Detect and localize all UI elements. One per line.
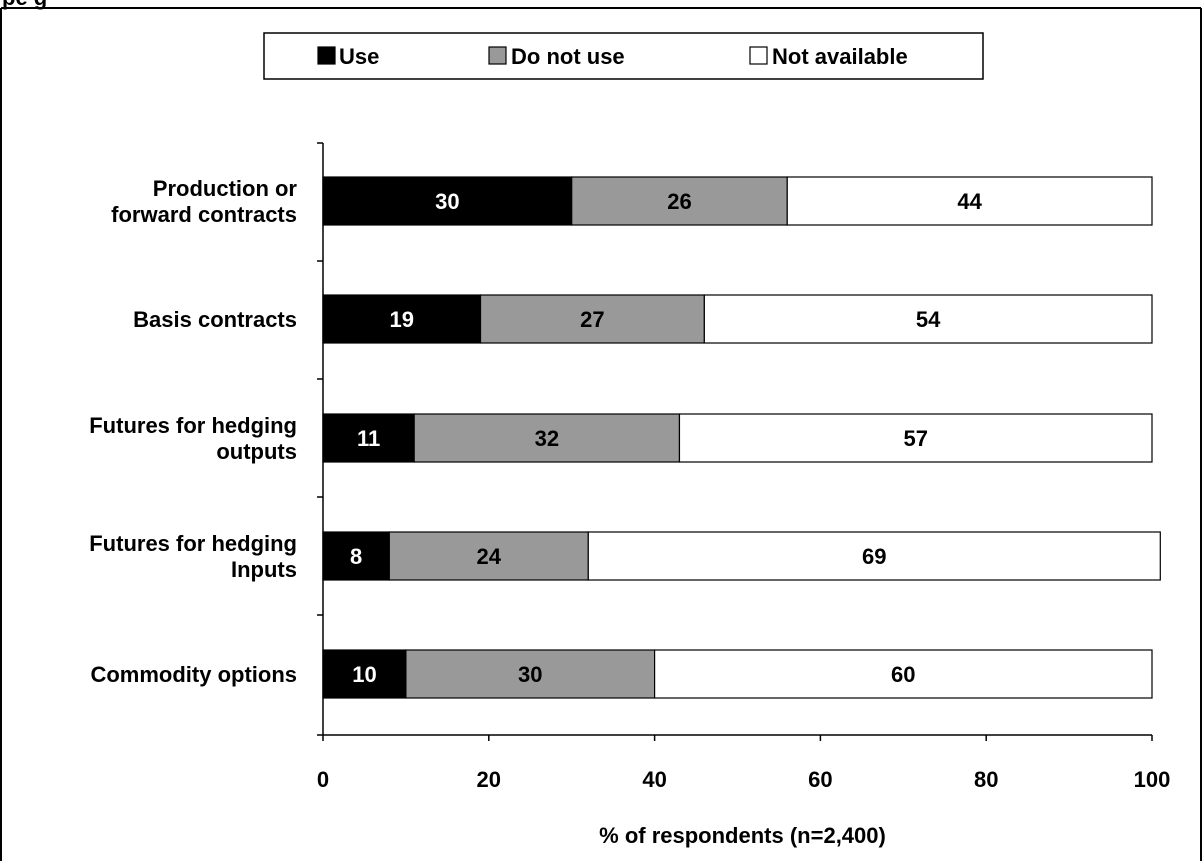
legend-label-not-available: Not available: [772, 44, 908, 69]
bar-use: [322, 649, 407, 699]
bar-not-available-label: 69: [862, 544, 886, 569]
bar-use: [322, 294, 482, 344]
bar-use-label: 19: [390, 307, 414, 332]
category-label: outputs: [216, 439, 297, 464]
legend-box: [263, 32, 984, 80]
x-tick-label: 40: [642, 767, 666, 792]
bar-do-not-use: [571, 176, 788, 226]
x-tick-label: 20: [477, 767, 501, 792]
bar-use-label: 30: [435, 189, 459, 214]
bar-use-label: 11: [357, 426, 380, 451]
bar-use-label: 8: [350, 544, 362, 569]
bar-do-not-use: [405, 649, 656, 699]
legend-swatch-use: [317, 46, 336, 65]
bar-not-available-label: 60: [891, 662, 915, 687]
bar-not-available-label: 57: [903, 426, 927, 451]
category-label: Futures for hedging: [89, 413, 297, 438]
bar-do-not-use: [413, 413, 681, 463]
bar-not-available: [653, 649, 1153, 699]
x-tick-label: 100: [1134, 767, 1171, 792]
bar-use-label: 10: [352, 662, 376, 687]
bar-not-available-label: 54: [916, 307, 941, 332]
legend-swatch-not-available: [749, 46, 768, 65]
category-label: Production or: [153, 176, 298, 201]
bar-do-not-use: [388, 531, 589, 581]
category-label: Inputs: [231, 557, 297, 582]
bar-do-not-use-label: 24: [477, 544, 502, 569]
legend-swatch-do-not-use: [488, 46, 507, 65]
bar-do-not-use-label: 30: [518, 662, 542, 687]
chart-title-fragment: pe g: [2, 0, 47, 11]
bar-do-not-use-label: 32: [535, 426, 559, 451]
bar-do-not-use: [479, 294, 705, 344]
category-label: Basis contracts: [133, 307, 297, 332]
x-tick-label: 80: [974, 767, 998, 792]
bar-not-available: [786, 176, 1153, 226]
x-tick-label: 60: [808, 767, 832, 792]
category-label: forward contracts: [111, 202, 297, 227]
bar-not-available: [587, 531, 1161, 581]
legend-label-use: Use: [339, 44, 379, 69]
bar-not-available-label: 44: [957, 189, 982, 214]
bar-use: [322, 413, 415, 463]
legend-label-do-not-use: Do not use: [511, 44, 625, 69]
category-label: Futures for hedging: [89, 531, 297, 556]
bar-do-not-use-label: 26: [667, 189, 691, 214]
bar-not-available: [678, 413, 1153, 463]
bar-do-not-use-label: 27: [580, 307, 604, 332]
category-label: Commodity options: [90, 662, 297, 687]
x-tick-label: 0: [317, 767, 329, 792]
x-axis-title: % of respondents (n=2,400): [599, 823, 886, 848]
bar-use: [322, 176, 573, 226]
bar-not-available: [703, 294, 1153, 344]
